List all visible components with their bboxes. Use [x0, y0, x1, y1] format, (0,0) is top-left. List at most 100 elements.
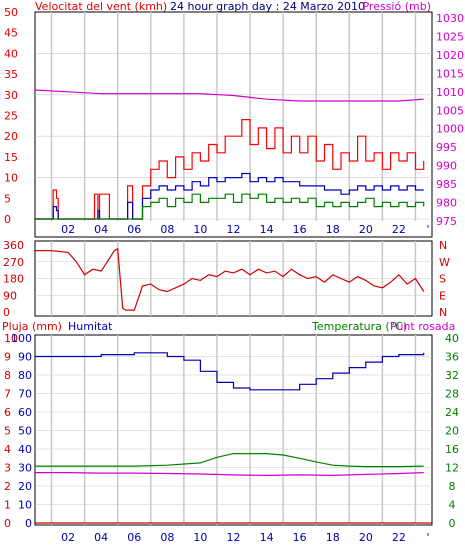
pressure-tick-label: 990 [436, 160, 457, 173]
temperature-tick-label: 4 [449, 499, 456, 512]
humidity-tick-label: 20 [18, 480, 32, 493]
pressure-series-line [34, 89, 424, 102]
wind_avg-series-line [35, 172, 424, 220]
humidity-tick-label: 10 [18, 499, 32, 512]
pressure-axis-title: Pressió (mb) [362, 0, 431, 13]
wind-tick-label: 30 [4, 89, 18, 102]
wind-tick-label: 15 [4, 151, 18, 164]
chart-title: 24 hour graph day : 24 Marzo 2010 [170, 0, 365, 13]
humidity-tick-label: 90 [18, 351, 32, 364]
pressure-tick-label: 980 [436, 197, 457, 210]
humidity-tick-label: 60 [18, 406, 32, 419]
pressure-tick-label: 1015 [436, 67, 464, 80]
compass-tick-label: E [439, 289, 446, 302]
hour-tick-label: 20 [359, 223, 373, 236]
temperature-tick-label: 16 [445, 443, 459, 456]
compass-tick-label: N [439, 306, 447, 319]
rain-tick-label: 9 [4, 351, 11, 364]
humidity-series-line [35, 352, 425, 391]
humidity-tick-label: 80 [18, 369, 32, 382]
humidity-tick-label: 50 [18, 425, 32, 438]
direction-tick-label: 0 [3, 306, 10, 319]
hour-tick-label: 14 [260, 531, 274, 544]
rain-tick-label: 8 [4, 369, 11, 382]
humidity-axis-title: Humitat [68, 320, 113, 333]
temperature-tick-label: 12 [445, 462, 459, 475]
dewpoint-axis-title: Punt rosada [390, 320, 455, 333]
direction-tick-label: 90 [3, 289, 17, 302]
hour-tick-label: 02 [61, 223, 75, 236]
gust-series-line [35, 119, 425, 220]
hour-tick-label: 04 [94, 531, 108, 544]
temperature-tick-label: 32 [445, 369, 459, 382]
hour-tick-label: 16 [293, 531, 307, 544]
temperature-tick-label: 36 [445, 351, 459, 364]
rain-axis-title: Pluja (mm) [2, 320, 62, 333]
rain-tick-label: 0 [4, 517, 11, 530]
pressure-tick-label: 985 [436, 178, 457, 191]
pressure-tick-label: 1030 [436, 12, 464, 25]
rain-tick-label: 4 [4, 443, 11, 456]
rain-tick-label: 5 [4, 425, 11, 438]
dewpoint-series-line [35, 472, 424, 477]
hour-tick-label: ' [426, 531, 429, 544]
rain-tick-label: 7 [4, 388, 11, 401]
temperature-tick-label: 8 [449, 480, 456, 493]
wind-tick-label: 45 [4, 27, 18, 40]
temperature-tick-label: 0 [449, 517, 456, 530]
wind-tick-label: 35 [4, 68, 18, 81]
hour-tick-label: 16 [293, 223, 307, 236]
hour-tick-label: 10 [193, 531, 207, 544]
pressure-tick-label: 1000 [436, 123, 464, 136]
pressure-tick-label: 975 [436, 215, 457, 228]
rain-tick-label: 2 [4, 480, 11, 493]
hour-tick-label: 12 [227, 531, 241, 544]
hour-tick-label: 08 [160, 223, 174, 236]
hour-tick-label: 08 [160, 531, 174, 544]
hour-tick-label: 18 [326, 531, 340, 544]
wind-tick-label: 40 [4, 47, 18, 60]
wind-tick-label: 5 [4, 192, 11, 205]
pressure-tick-label: 1025 [436, 30, 464, 43]
direction-tick-label: 180 [3, 273, 24, 286]
hour-tick-label: ' [426, 223, 429, 236]
pressure-tick-label: 1010 [436, 86, 464, 99]
rain-tick-label: 10 [4, 332, 18, 345]
pressure-tick-label: 1020 [436, 49, 464, 62]
wind-axis-title: Velocitat del vent (kmh) [35, 0, 167, 13]
hour-tick-label: 18 [326, 223, 340, 236]
wind-tick-label: 10 [4, 172, 18, 185]
humidity-tick-label: 40 [18, 443, 32, 456]
wind-tick-label: 25 [4, 110, 18, 123]
wind-tick-label: 20 [4, 130, 18, 143]
wind_min-series-line [35, 193, 425, 220]
compass-tick-label: W [439, 256, 450, 269]
direction-tick-label: 360 [3, 239, 24, 252]
humidity-tick-label: 0 [25, 517, 32, 530]
hour-tick-label: 22 [392, 531, 406, 544]
panel-frame [34, 11, 433, 238]
hour-tick-label: 12 [227, 223, 241, 236]
hour-tick-label: 10 [193, 223, 207, 236]
humidity-tick-label: 70 [18, 388, 32, 401]
temperature-tick-label: 40 [445, 332, 459, 345]
hour-tick-label: 04 [94, 223, 108, 236]
direction-tick-label: 270 [3, 256, 24, 269]
wind-direction-series-line [35, 247, 425, 311]
humidity-tick-label: 100 [11, 332, 32, 345]
temperature-axis-title: Temperatura (°C) [311, 320, 407, 333]
wind-tick-label: 0 [4, 213, 11, 226]
hour-tick-label: 06 [127, 531, 141, 544]
pressure-tick-label: 1005 [436, 104, 464, 117]
humidity-tick-label: 30 [18, 462, 32, 475]
hour-tick-label: 20 [359, 531, 373, 544]
rain-tick-label: 3 [4, 462, 11, 475]
temperature-tick-label: 28 [445, 388, 459, 401]
panel-frame [34, 334, 433, 526]
rain-tick-label: 1 [4, 499, 11, 512]
hour-tick-label: 06 [127, 223, 141, 236]
